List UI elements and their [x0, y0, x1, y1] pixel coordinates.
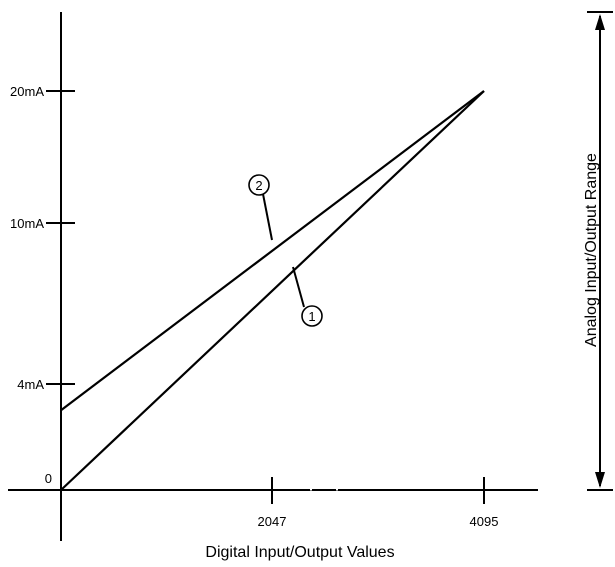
- x-tick-label-4095: 4095: [470, 514, 499, 529]
- y-tick-label-10ma: 10mA: [10, 216, 44, 231]
- callout-1-leader: [292, 266, 305, 308]
- y-tick-label-0: 0: [45, 471, 52, 486]
- y-axis-title: Analog Input/Output Range: [583, 153, 600, 347]
- callout-2-label: 2: [255, 178, 262, 193]
- callout-1-circle: [301, 305, 323, 327]
- x-tick-label-2047: 2047: [258, 514, 287, 529]
- series-1-line: [60, 90, 485, 491]
- callout-2-leader: [262, 193, 273, 241]
- callout-1-label: 1: [308, 309, 315, 324]
- series-2-line: [60, 90, 485, 412]
- y-tick-label-20ma: 20mA: [10, 84, 44, 99]
- y-tick-label-4ma: 4mA: [17, 377, 44, 392]
- callout-2-circle: [248, 174, 270, 196]
- range-arrow-up-icon: [595, 14, 605, 30]
- range-arrow-down-icon: [595, 472, 605, 488]
- x-axis-title: Digital Input/Output Values: [205, 544, 394, 561]
